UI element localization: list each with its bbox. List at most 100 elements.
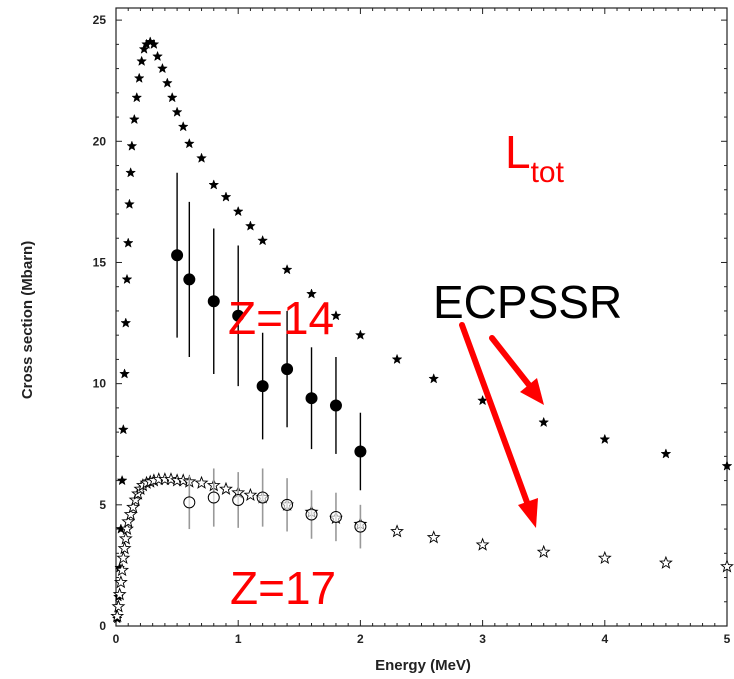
arrow-to-l-curve: [459, 322, 538, 528]
data-point-star: [119, 368, 130, 379]
data-point-circle: [256, 380, 269, 393]
data-point-star: [117, 541, 132, 555]
data-point-star: [428, 373, 440, 384]
x-axis: 0 1 2 3 4 5: [113, 8, 731, 646]
data-point-star: [171, 106, 183, 117]
data-point-star: [125, 167, 137, 178]
data-point-star: [208, 179, 220, 190]
data-point-circle: [281, 363, 294, 376]
y-tick-label: 25: [93, 13, 107, 27]
data-point-star: [136, 55, 148, 66]
data-point-star: [121, 273, 133, 285]
y-tick-label: 10: [93, 377, 107, 391]
data-point-star: [244, 220, 256, 231]
series-open-circle: [183, 468, 367, 549]
data-point-star: [113, 575, 128, 589]
data-point-star: [232, 205, 244, 217]
ltot-label: Ltot: [505, 126, 565, 189]
data-point-star: [116, 474, 128, 486]
series-filled-circle: [171, 172, 367, 491]
plot-area: [115, 7, 728, 627]
data-point-star: [597, 550, 612, 565]
data-point-star: [118, 531, 133, 545]
data-point-star: [194, 475, 209, 489]
data-point-star: [111, 599, 126, 613]
x-axis-label: Energy (MeV): [375, 657, 471, 674]
arrow-to-ltot-curve: [489, 335, 544, 405]
data-point-star: [128, 113, 140, 125]
data-point-star: [166, 91, 178, 103]
plot-frame: [115, 7, 728, 627]
y-tick-label: 15: [93, 255, 107, 269]
data-point-star: [177, 121, 189, 132]
data-point-star: [123, 507, 138, 521]
data-point-star: [220, 191, 232, 202]
data-point-circle: [281, 498, 294, 511]
data-point-circle: [305, 508, 318, 521]
y-tick-label: 0: [99, 619, 106, 633]
x-tick-label: 1: [235, 632, 242, 646]
data-point-star: [131, 91, 143, 103]
data-point-star: [120, 521, 134, 535]
data-point-star: [721, 460, 733, 471]
x-tick-label: 3: [479, 632, 486, 646]
data-point-star: [538, 416, 550, 428]
data-point-star: [126, 140, 138, 151]
data-point-circle: [207, 491, 220, 504]
data-point-circle: [329, 510, 342, 523]
data-point-star: [599, 433, 611, 445]
data-point-star: [161, 77, 173, 88]
data-point-star: [120, 317, 132, 328]
data-point-star: [660, 448, 672, 459]
x-tick-label: 0: [113, 632, 120, 646]
data-point-circle: [329, 399, 342, 412]
data-point-star: [117, 423, 129, 435]
x-tick-label: 5: [724, 632, 731, 646]
data-point-circle: [354, 445, 367, 458]
data-point-star: [536, 544, 551, 558]
data-point-star: [115, 562, 130, 577]
data-point-star: [720, 559, 734, 573]
y-axis: 0 5 10 15 20 25: [93, 13, 727, 633]
data-point-star: [475, 537, 490, 551]
y-tick-label: 5: [99, 498, 106, 512]
data-point-star: [354, 329, 366, 340]
data-point-star: [306, 288, 317, 299]
data-point-star: [330, 310, 342, 321]
data-point-star: [110, 609, 125, 623]
data-point-star: [243, 487, 258, 502]
data-point-star: [152, 50, 163, 62]
data-point-star: [126, 499, 141, 514]
ltot-main: L: [505, 126, 531, 178]
chart-marks: [110, 36, 734, 624]
data-point-star: [148, 38, 160, 49]
data-point-circle: [183, 273, 196, 286]
data-point-star: [281, 264, 293, 275]
data-point-star: [121, 514, 136, 528]
y-tick-label: 20: [93, 134, 107, 148]
data-point-star: [112, 587, 127, 601]
data-point-circle: [232, 309, 245, 322]
series-open-star: [110, 472, 734, 623]
data-point-star: [183, 138, 195, 149]
z17-label: Z=17: [230, 562, 336, 614]
data-point-star: [133, 72, 145, 83]
ltot-subscript: tot: [531, 156, 565, 189]
data-point-star: [116, 550, 131, 565]
x-tick-label: 2: [357, 632, 364, 646]
data-point-star: [391, 353, 403, 365]
data-point-circle: [354, 520, 367, 533]
data-point-star: [157, 62, 168, 74]
data-point-circle: [305, 392, 318, 405]
ecpssr-label: ECPSSR: [433, 276, 622, 328]
data-point-star: [122, 237, 134, 248]
z14-label: Z=14: [228, 292, 334, 344]
data-point-star: [658, 555, 673, 569]
data-point-circle: [171, 249, 184, 262]
data-point-circle: [207, 295, 220, 308]
series-filled-star: [111, 36, 733, 624]
data-point-star: [138, 43, 150, 54]
data-point-star: [426, 530, 441, 544]
data-point-star: [219, 481, 233, 495]
